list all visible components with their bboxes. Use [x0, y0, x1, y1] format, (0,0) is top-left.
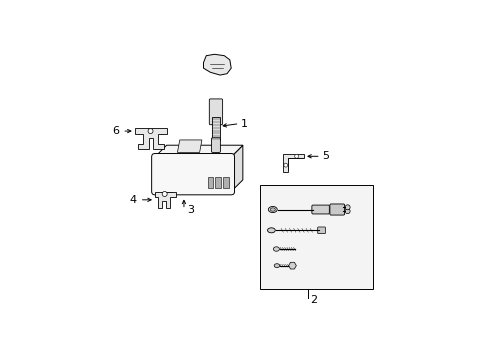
Ellipse shape — [267, 228, 275, 233]
Ellipse shape — [268, 207, 277, 212]
Ellipse shape — [274, 264, 279, 267]
Polygon shape — [231, 145, 243, 192]
FancyBboxPatch shape — [151, 153, 234, 195]
Polygon shape — [177, 140, 202, 152]
Text: 6: 6 — [112, 126, 119, 136]
Polygon shape — [135, 128, 166, 149]
Bar — [223, 177, 228, 188]
Text: 4: 4 — [130, 195, 137, 205]
Circle shape — [162, 192, 167, 197]
Ellipse shape — [273, 247, 279, 251]
Circle shape — [148, 129, 153, 134]
Polygon shape — [283, 154, 304, 172]
Ellipse shape — [270, 208, 275, 211]
Bar — [215, 177, 221, 188]
FancyBboxPatch shape — [317, 227, 325, 234]
Text: 2: 2 — [309, 295, 317, 305]
Polygon shape — [203, 54, 231, 75]
Bar — [211, 117, 220, 140]
Polygon shape — [155, 145, 243, 157]
Circle shape — [294, 154, 298, 158]
Text: 1: 1 — [241, 118, 247, 129]
Bar — [207, 177, 213, 188]
Polygon shape — [160, 192, 171, 197]
Bar — [260, 185, 373, 288]
FancyBboxPatch shape — [329, 204, 344, 215]
FancyBboxPatch shape — [209, 99, 222, 125]
Circle shape — [284, 163, 287, 167]
Circle shape — [345, 205, 349, 210]
FancyBboxPatch shape — [311, 205, 328, 214]
Polygon shape — [155, 192, 175, 208]
Text: 3: 3 — [187, 204, 194, 215]
Text: 5: 5 — [322, 151, 328, 161]
Circle shape — [345, 209, 349, 214]
FancyBboxPatch shape — [211, 138, 220, 152]
